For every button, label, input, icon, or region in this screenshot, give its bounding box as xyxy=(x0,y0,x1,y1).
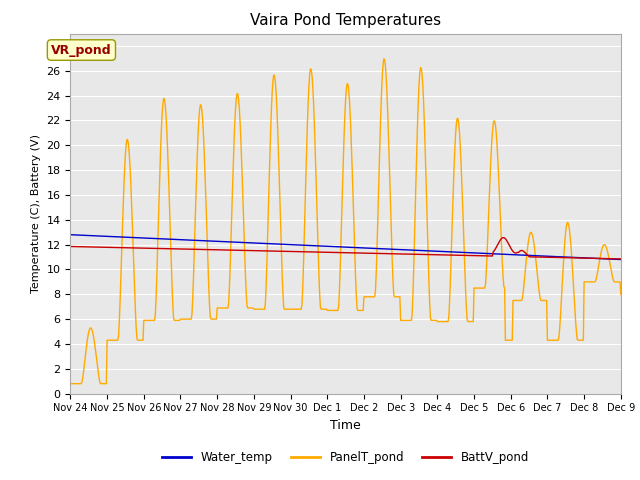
PanelT_pond xyxy=(445,300,453,305)
Water_temp xyxy=(337,244,345,250)
PanelT_pond xyxy=(211,316,219,322)
PanelT_pond xyxy=(337,238,345,244)
Water_temp xyxy=(211,239,219,244)
Water_temp xyxy=(566,254,574,260)
Y-axis label: Temperature (C), Battery (V): Temperature (C), Battery (V) xyxy=(31,134,41,293)
BattV_pond xyxy=(499,235,507,240)
BattV_pond xyxy=(211,247,219,252)
PanelT_pond xyxy=(67,381,74,386)
PanelT_pond xyxy=(188,316,195,322)
Water_temp xyxy=(67,232,74,238)
Text: VR_pond: VR_pond xyxy=(51,44,112,57)
PanelT_pond xyxy=(567,245,575,251)
BattV_pond xyxy=(337,250,345,255)
Water_temp xyxy=(188,237,195,243)
Title: Vaira Pond Temperatures: Vaira Pond Temperatures xyxy=(250,13,441,28)
Line: Water_temp: Water_temp xyxy=(70,235,621,260)
BattV_pond xyxy=(390,251,398,257)
Legend: Water_temp, PanelT_pond, BattV_pond: Water_temp, PanelT_pond, BattV_pond xyxy=(157,446,534,469)
BattV_pond xyxy=(67,244,74,250)
PanelT_pond xyxy=(380,56,388,62)
BattV_pond xyxy=(445,252,452,258)
PanelT_pond xyxy=(392,294,399,300)
BattV_pond xyxy=(567,255,575,261)
PanelT_pond xyxy=(617,291,625,297)
BattV_pond xyxy=(617,256,625,262)
BattV_pond xyxy=(188,246,195,252)
Water_temp xyxy=(390,246,398,252)
Line: PanelT_pond: PanelT_pond xyxy=(70,59,621,384)
Water_temp xyxy=(445,249,452,255)
Line: BattV_pond: BattV_pond xyxy=(70,238,621,259)
X-axis label: Time: Time xyxy=(330,419,361,432)
Water_temp xyxy=(617,257,625,263)
